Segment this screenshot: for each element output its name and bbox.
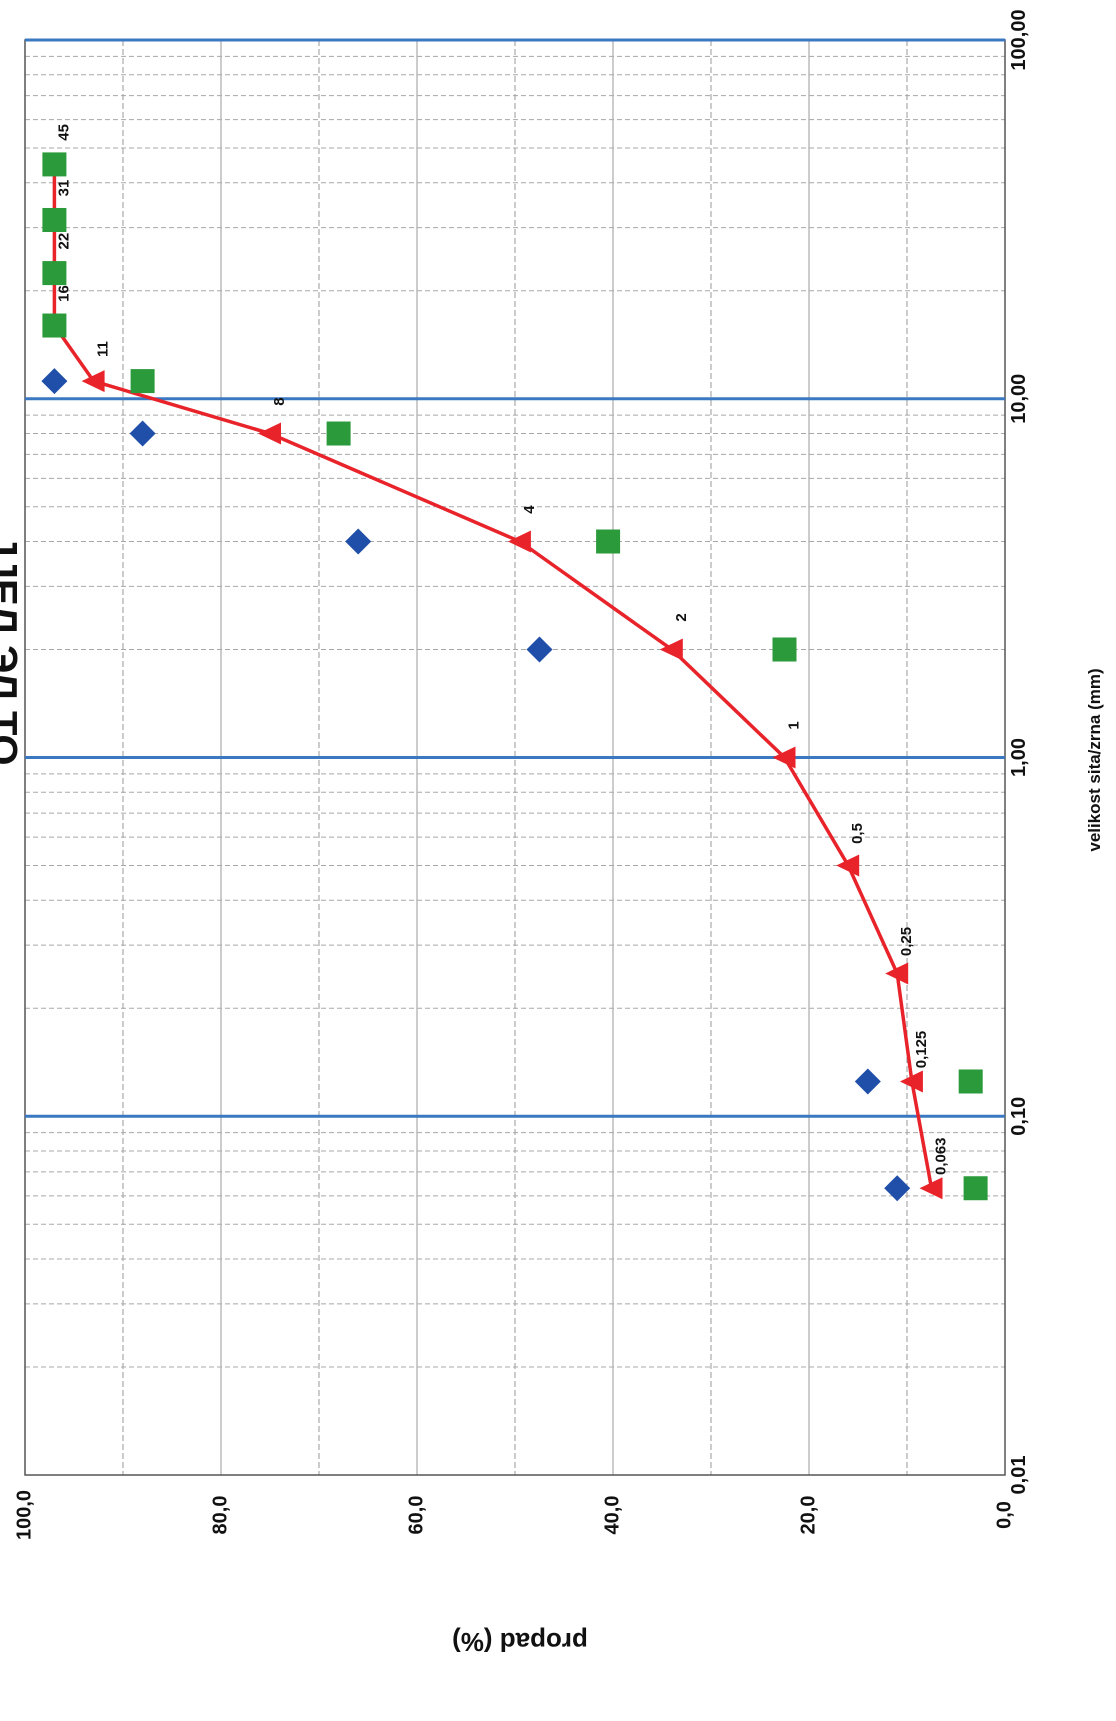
curve-point <box>836 854 860 877</box>
x-axis-title: velikost sita/zrna (mm) <box>1085 668 1104 851</box>
sieve-size-label: 45 <box>55 124 72 141</box>
y-tick-label: 100,0 <box>13 1490 35 1540</box>
curve-point <box>899 1070 923 1093</box>
upper-limit-point <box>42 207 67 232</box>
grading-curve-line <box>52 164 934 1189</box>
sieve-size-label: 8 <box>271 397 288 405</box>
upper-limit-point <box>42 261 67 286</box>
upper-limit-point <box>596 529 621 554</box>
tick-labels: 0,010,101,0010,00100,000,020,040,060,080… <box>13 9 1030 1540</box>
y-tick-label: 40,0 <box>601 1496 623 1535</box>
x-tick-label: 0,10 <box>1008 1097 1030 1136</box>
lower-limit-point <box>526 636 553 663</box>
sieve-size-label: 2 <box>673 613 690 621</box>
chart-title-partial: ЈЈЕЛ ЭЛ ТО <box>0 534 24 765</box>
sieve-size-label: 0,125 <box>913 1031 930 1069</box>
sieve-size-label: 16 <box>55 285 72 302</box>
y-tick-label: 0,0 <box>993 1501 1015 1529</box>
sieve-size-label: 1 <box>786 721 803 729</box>
chart-grid <box>24 40 1006 1476</box>
sieve-size-label: 22 <box>55 233 72 250</box>
upper-limit-point <box>130 369 155 394</box>
upper-limit-point <box>963 1176 988 1201</box>
upper-limit-point <box>326 421 351 446</box>
curve-point <box>258 422 281 445</box>
y-tick-label: 20,0 <box>797 1496 819 1535</box>
x-tick-label: 1,00 <box>1008 738 1030 777</box>
curve-point <box>659 638 683 661</box>
curve-point <box>772 746 796 769</box>
sieve-size-label: 0,5 <box>849 823 866 844</box>
sieve-size-label: 4 <box>521 505 538 514</box>
y-tick-label: 80,0 <box>209 1496 231 1535</box>
sieve-size-label: 11 <box>95 341 112 357</box>
upper-limit-point <box>772 637 797 662</box>
sieve-size-label: 0,063 <box>933 1137 950 1175</box>
curve-point <box>885 962 909 985</box>
y-axis-title: propad (%) <box>452 1627 588 1657</box>
y-tick-label: 60,0 <box>405 1496 427 1535</box>
x-tick-label: 10,00 <box>1008 374 1030 424</box>
curve-point <box>919 1177 943 1200</box>
sieve-size-label: 0,25 <box>898 927 915 956</box>
x-tick-label: 0,01 <box>1008 1456 1030 1495</box>
lower-limit-point <box>41 368 68 395</box>
lower-limit-point <box>345 528 372 555</box>
upper-limit-point <box>958 1069 983 1094</box>
lower-limit-point <box>129 420 156 447</box>
axis-titles: velikost sita/zrna (mm) propad (%) ЈЈЕЛ … <box>0 534 1104 1657</box>
sieve-size-label: 31 <box>55 180 72 197</box>
curve-point <box>81 370 105 393</box>
upper-limit-point <box>42 313 67 338</box>
upper-limit-point <box>42 152 67 177</box>
curve-point <box>507 530 531 553</box>
lower-limit-point <box>854 1068 881 1095</box>
data-series: 0,063 0,125 0,25 0,5 1 2 4 8 11 16 22 31 45 <box>41 124 988 1202</box>
lower-limit-point <box>884 1175 911 1202</box>
reference-lines <box>25 38 1005 1118</box>
x-tick-label: 100,00 <box>1008 9 1030 70</box>
